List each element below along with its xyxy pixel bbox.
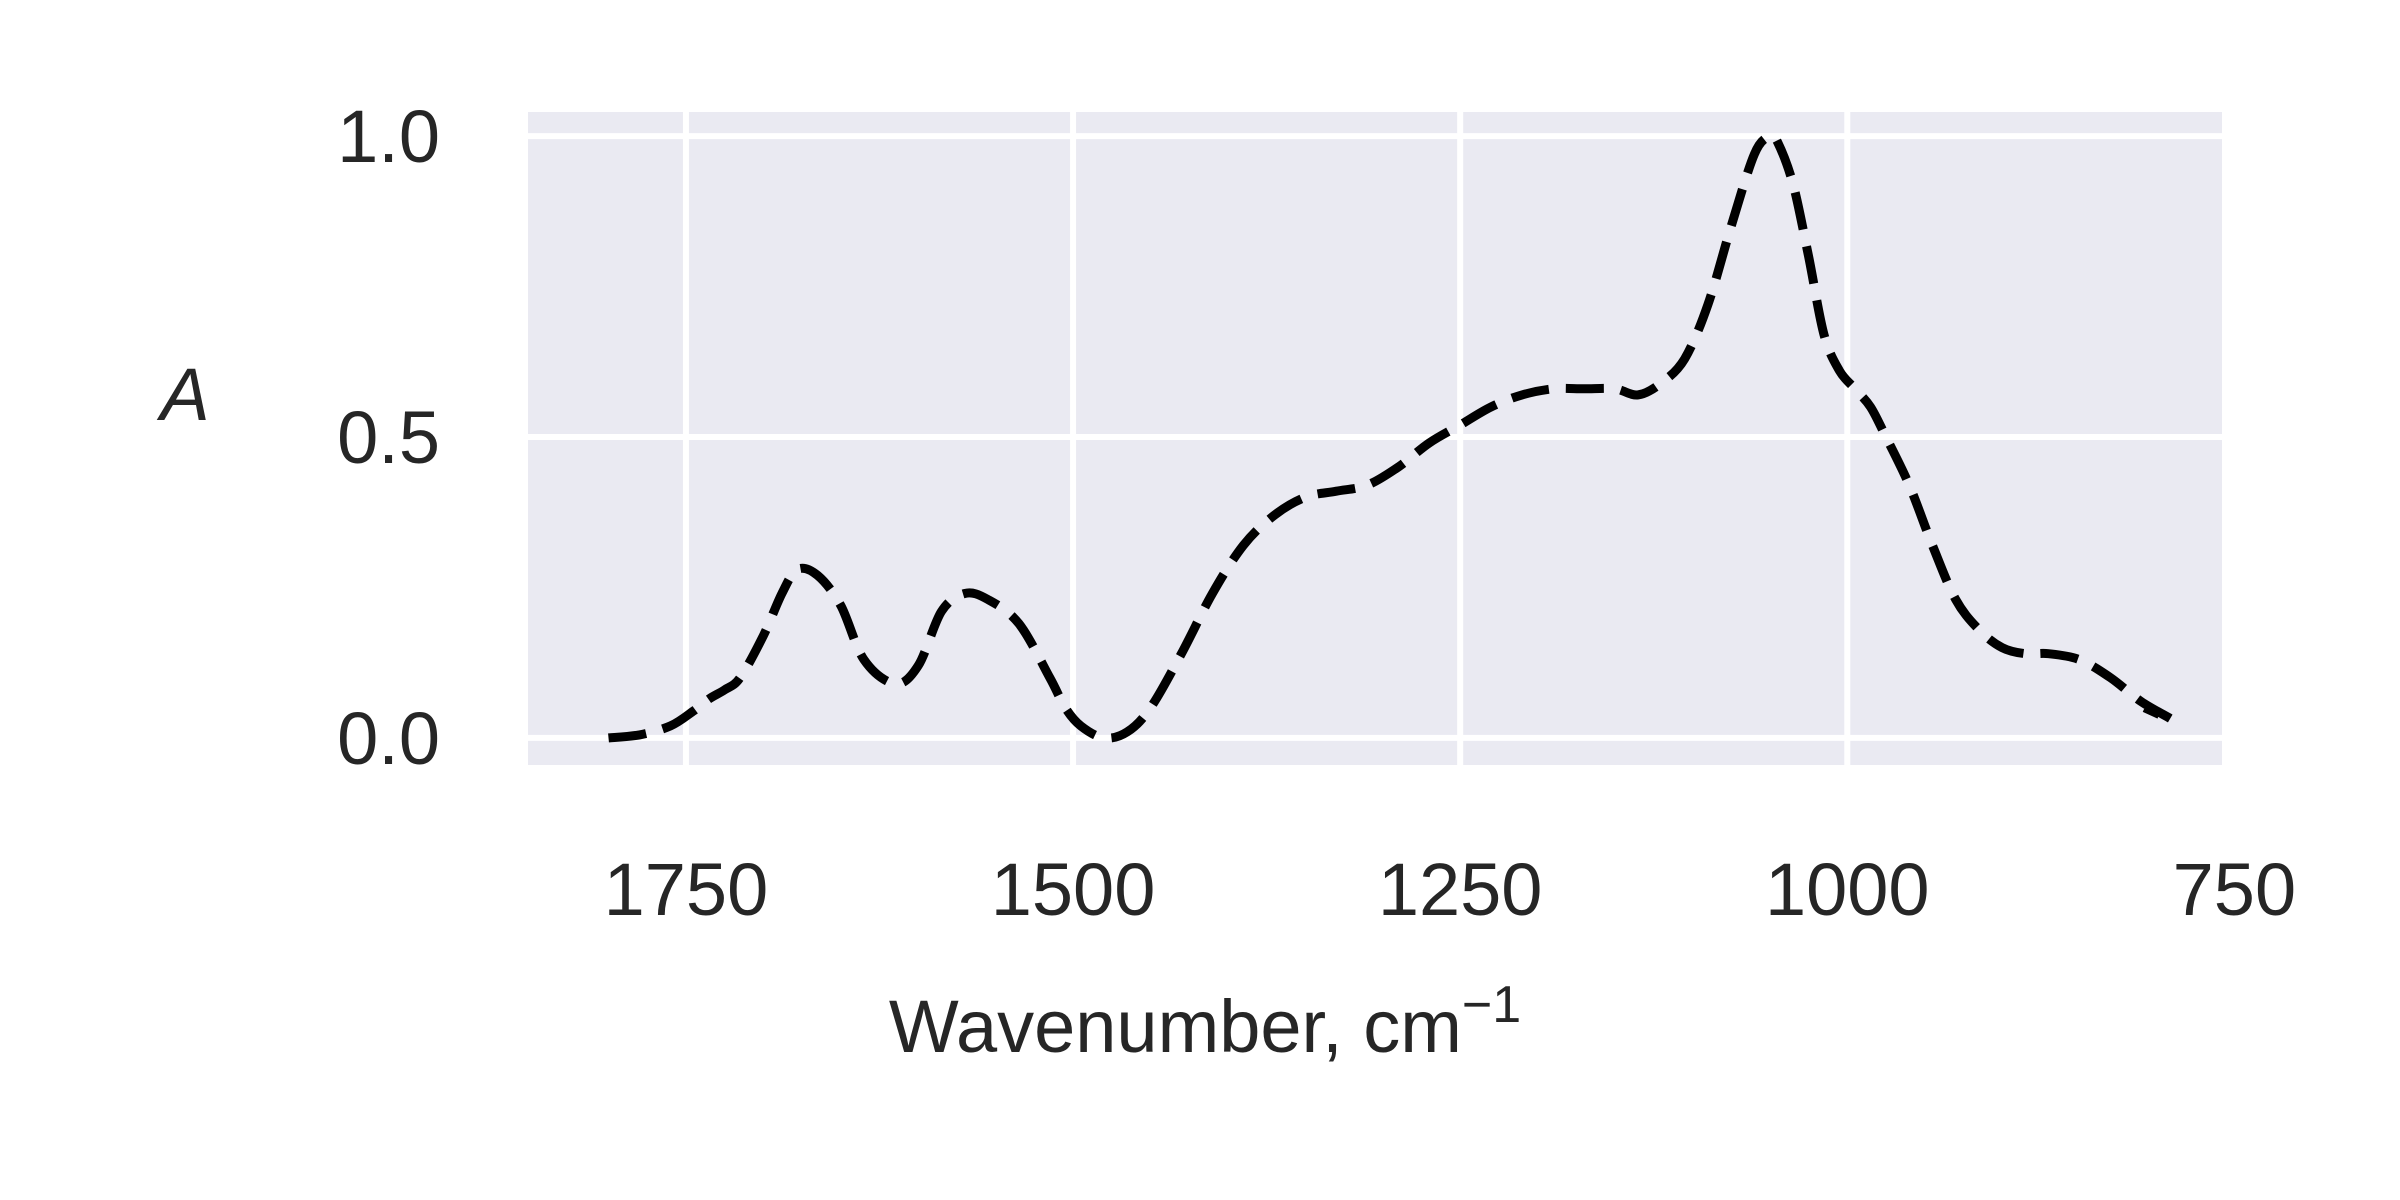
y-axis-label: A (156, 353, 209, 436)
series-line (608, 130, 2177, 743)
x-tick-label: 1000 (1765, 848, 1930, 931)
y-tick-labels: 0.0 0.5 1.0 (337, 95, 440, 780)
grid-lines (528, 112, 2222, 765)
x-tick-label: 1750 (604, 848, 769, 931)
y-tick-label: 0.5 (337, 396, 440, 479)
x-tick-label: 750 (2173, 848, 2296, 931)
x-tick-labels: 1750 1500 1250 1000 750 (604, 848, 2296, 931)
y-tick-label: 0.0 (337, 697, 440, 780)
x-axis-label: Wavenumber, cm−1 (889, 976, 1521, 1068)
series-layer (608, 130, 2177, 743)
x-tick-label: 1250 (1378, 848, 1543, 931)
x-tick-label: 1500 (991, 848, 1156, 931)
y-tick-label: 1.0 (337, 95, 440, 178)
